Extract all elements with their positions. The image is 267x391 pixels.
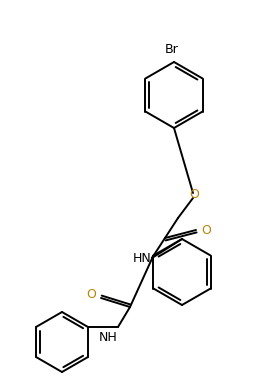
- Text: HN: HN: [132, 253, 151, 265]
- Text: O: O: [86, 289, 96, 301]
- Text: Br: Br: [165, 43, 179, 56]
- Text: NH: NH: [98, 331, 117, 344]
- Text: O: O: [201, 224, 211, 237]
- Text: O: O: [189, 188, 199, 201]
